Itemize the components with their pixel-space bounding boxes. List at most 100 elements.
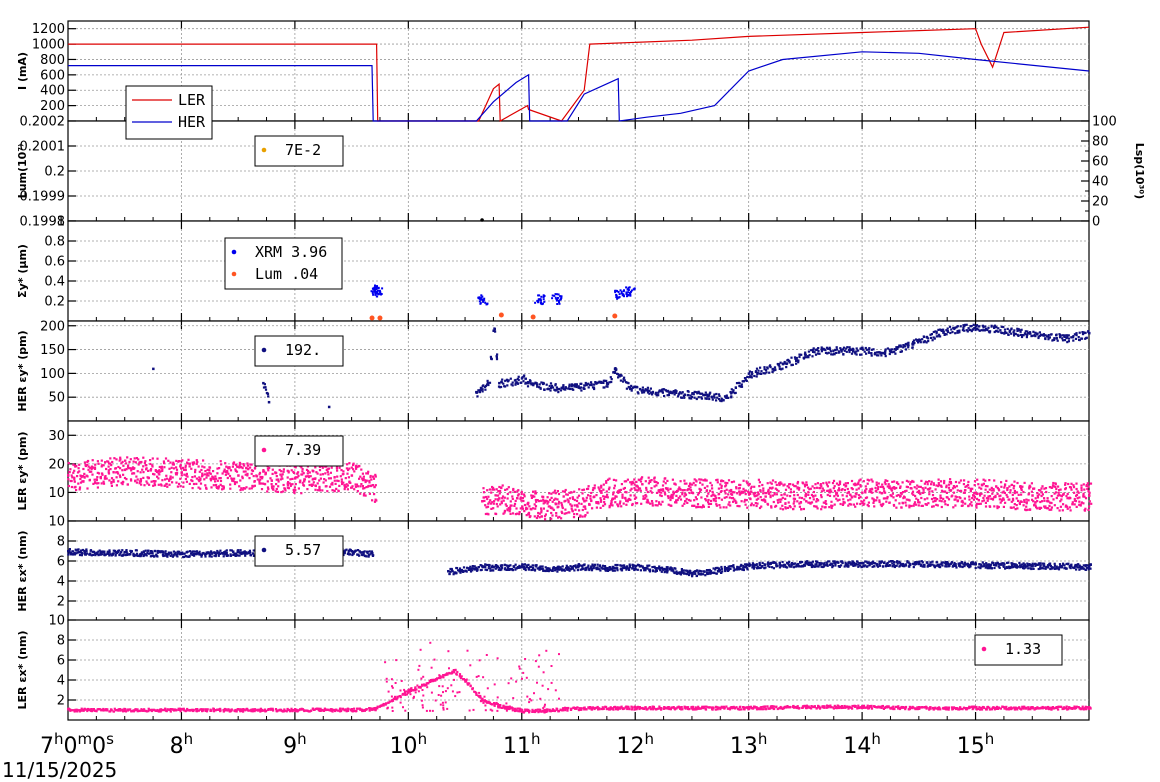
data-point bbox=[561, 505, 564, 508]
data-point bbox=[593, 383, 596, 386]
data-point bbox=[834, 348, 837, 351]
data-point bbox=[133, 467, 136, 470]
data-point bbox=[757, 478, 760, 481]
data-point bbox=[872, 501, 875, 504]
data-point bbox=[223, 468, 226, 471]
data-point bbox=[833, 490, 837, 493]
data-point bbox=[1005, 331, 1008, 334]
data-point bbox=[232, 461, 236, 464]
data-point bbox=[214, 480, 217, 483]
data-point bbox=[816, 352, 819, 355]
data-point bbox=[838, 498, 841, 501]
data-point bbox=[258, 482, 261, 485]
data-point bbox=[517, 489, 520, 492]
data-point bbox=[926, 488, 929, 491]
data-point bbox=[994, 325, 997, 328]
data-point bbox=[152, 367, 155, 371]
data-point bbox=[644, 569, 647, 572]
data-point bbox=[129, 458, 132, 461]
data-point bbox=[486, 489, 489, 492]
data-point bbox=[128, 460, 131, 464]
data-point bbox=[543, 515, 547, 518]
data-point bbox=[790, 356, 793, 359]
data-point bbox=[486, 379, 489, 382]
data-point bbox=[177, 460, 180, 463]
data-point bbox=[1012, 487, 1015, 490]
data-point bbox=[209, 472, 212, 475]
data-point bbox=[1030, 482, 1033, 485]
data-point bbox=[698, 569, 701, 572]
data-point bbox=[174, 551, 177, 554]
data-point bbox=[690, 491, 694, 494]
data-point bbox=[179, 477, 182, 480]
data-point bbox=[684, 500, 687, 503]
data-point bbox=[275, 478, 278, 481]
data-point bbox=[1075, 332, 1078, 335]
data-point bbox=[244, 470, 247, 473]
data-point bbox=[978, 492, 981, 495]
data-point bbox=[72, 471, 75, 474]
data-point bbox=[919, 341, 922, 344]
data-point bbox=[661, 388, 664, 391]
data-point bbox=[560, 568, 563, 571]
data-point bbox=[612, 478, 615, 481]
y-axis-label: HER εx* (nm) bbox=[16, 530, 29, 611]
data-point bbox=[527, 513, 531, 516]
data-point bbox=[484, 563, 487, 566]
data-point bbox=[79, 549, 83, 552]
data-point bbox=[222, 555, 225, 558]
data-point bbox=[501, 497, 504, 500]
data-point bbox=[515, 567, 518, 570]
data-point bbox=[793, 356, 797, 359]
data-point bbox=[1054, 491, 1058, 494]
data-point bbox=[182, 468, 185, 471]
data-point bbox=[141, 468, 144, 471]
data-point bbox=[590, 565, 593, 568]
data-point bbox=[356, 485, 359, 488]
data-point bbox=[800, 353, 803, 356]
data-point bbox=[888, 485, 891, 488]
data-point bbox=[608, 568, 611, 572]
data-point bbox=[993, 505, 996, 508]
data-point bbox=[1081, 331, 1084, 334]
data-point bbox=[258, 471, 262, 474]
data-point bbox=[239, 551, 242, 554]
data-point bbox=[830, 350, 833, 353]
data-point bbox=[1074, 500, 1078, 503]
data-point bbox=[774, 487, 777, 490]
data-point bbox=[121, 483, 124, 486]
data-point bbox=[794, 357, 797, 360]
data-point bbox=[804, 485, 807, 488]
data-point bbox=[963, 491, 966, 494]
data-point bbox=[1070, 482, 1073, 485]
data-point bbox=[267, 395, 270, 398]
data-point bbox=[1046, 335, 1049, 338]
data-point bbox=[340, 478, 343, 481]
data-point bbox=[168, 478, 171, 481]
data-point bbox=[797, 562, 800, 566]
data-point bbox=[1007, 333, 1010, 336]
data-point bbox=[451, 570, 454, 573]
data-point bbox=[677, 571, 680, 574]
data-point bbox=[689, 571, 692, 574]
data-point bbox=[245, 466, 248, 469]
data-point bbox=[1052, 481, 1055, 485]
data-point bbox=[971, 487, 974, 490]
data-point bbox=[770, 561, 773, 564]
data-point bbox=[69, 479, 72, 483]
data-point bbox=[309, 475, 312, 478]
data-point bbox=[107, 460, 110, 463]
data-point bbox=[81, 548, 84, 552]
data-point bbox=[771, 370, 774, 373]
data-point bbox=[1086, 487, 1089, 490]
data-point bbox=[730, 392, 733, 395]
data-point bbox=[850, 352, 854, 355]
data-point bbox=[886, 497, 889, 500]
data-point bbox=[570, 491, 573, 494]
data-point bbox=[594, 381, 597, 384]
data-point bbox=[627, 382, 630, 385]
data-point bbox=[926, 481, 929, 484]
data-point bbox=[583, 563, 586, 566]
data-point bbox=[611, 497, 615, 501]
